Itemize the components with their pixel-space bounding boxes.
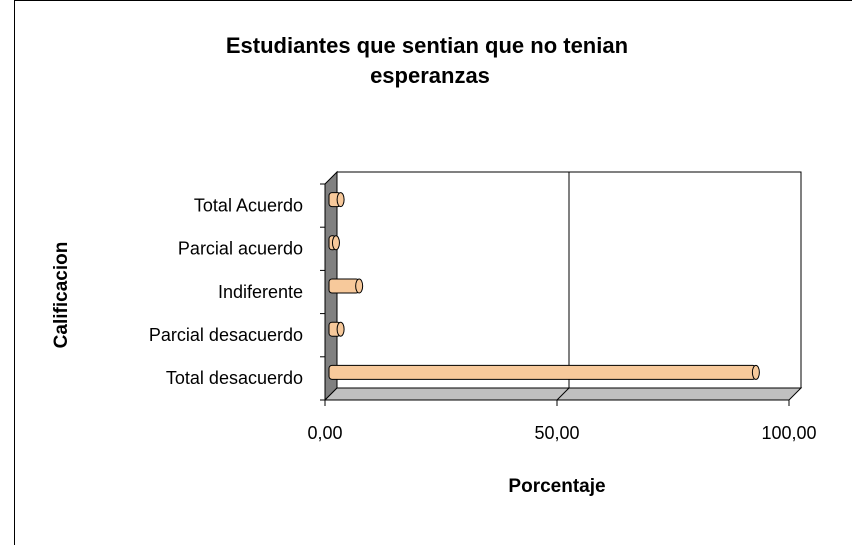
- x-tick-label: 100,00: [761, 423, 816, 443]
- bar-cap: [337, 193, 344, 207]
- bar-cap: [356, 279, 363, 293]
- x-tick-label: 50,00: [534, 423, 579, 443]
- y-tick-label: Total desacuerdo: [166, 368, 303, 388]
- bar-cap: [332, 236, 339, 250]
- x-axis-title: Porcentaje: [508, 476, 605, 497]
- bar: [329, 365, 756, 379]
- bar-cap: [337, 322, 344, 336]
- y-tick-label: Parcial acuerdo: [178, 239, 303, 259]
- y-tick-label: Indiferente: [218, 282, 303, 302]
- y-axis-title: Calificacion: [51, 242, 72, 349]
- bar: [329, 279, 359, 293]
- x-tick-label: 0,00: [307, 423, 342, 443]
- y-tick-label: Parcial desacuerdo: [149, 325, 303, 345]
- bar-cap: [752, 365, 759, 379]
- y-tick-label: Total Acuerdo: [194, 195, 303, 215]
